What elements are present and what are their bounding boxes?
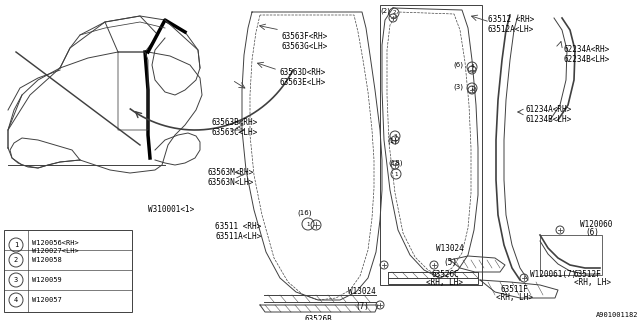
Text: 63511 <RH>
63511A<LH>: 63511 <RH> 63511A<LH> xyxy=(215,222,261,241)
Text: 3: 3 xyxy=(393,133,397,139)
Text: 63563D<RH>
63563E<LH>: 63563D<RH> 63563E<LH> xyxy=(280,68,326,87)
Text: 3: 3 xyxy=(14,277,18,283)
Text: W120027<LH>: W120027<LH> xyxy=(32,248,79,254)
Text: 63526C: 63526C xyxy=(431,270,459,279)
Text: 63526B: 63526B xyxy=(304,315,332,320)
Text: 63563B<RH>
63563C<LH>: 63563B<RH> 63563C<LH> xyxy=(212,118,259,137)
Text: W120058: W120058 xyxy=(32,257,61,263)
Text: W13024: W13024 xyxy=(436,244,464,253)
Text: 63512 <RH>
63512A<LH>: 63512 <RH> 63512A<LH> xyxy=(488,15,534,34)
Text: (16): (16) xyxy=(298,210,312,217)
Text: <RH, LH>: <RH, LH> xyxy=(574,278,611,287)
Text: W120060: W120060 xyxy=(580,220,612,229)
Text: (6): (6) xyxy=(585,228,599,237)
Text: 61234A<RH>
61234B<LH>: 61234A<RH> 61234B<LH> xyxy=(526,105,572,124)
Text: 1: 1 xyxy=(307,221,310,227)
Text: 2: 2 xyxy=(392,11,396,15)
Text: (6): (6) xyxy=(453,62,463,68)
Text: W13024: W13024 xyxy=(348,287,376,296)
Text: W120057: W120057 xyxy=(32,297,61,303)
Bar xyxy=(380,5,482,285)
Text: W120056<RH>: W120056<RH> xyxy=(32,240,79,246)
Text: (1): (1) xyxy=(387,137,397,143)
Text: 63511F: 63511F xyxy=(500,285,528,294)
Text: <RH, LH>: <RH, LH> xyxy=(495,293,532,302)
Text: W310001<1>: W310001<1> xyxy=(148,205,195,214)
Text: (7): (7) xyxy=(355,302,369,311)
Bar xyxy=(540,235,602,275)
Text: 62234A<RH>
62234B<LH>: 62234A<RH> 62234B<LH> xyxy=(563,45,609,64)
Text: (2): (2) xyxy=(380,8,390,14)
Bar xyxy=(4,230,132,312)
Text: 63512F: 63512F xyxy=(574,270,602,279)
Text: (3): (3) xyxy=(453,83,463,90)
Text: 1: 1 xyxy=(470,85,474,91)
Text: (5): (5) xyxy=(443,258,457,267)
Text: 63563M<RH>
63563N<LH>: 63563M<RH> 63563N<LH> xyxy=(208,168,254,188)
Bar xyxy=(388,272,478,284)
Text: 63563F<RH>
63563G<LH>: 63563F<RH> 63563G<LH> xyxy=(282,32,328,52)
Text: <RH, LH>: <RH, LH> xyxy=(426,278,463,287)
Text: 4: 4 xyxy=(470,65,474,69)
Text: W120059: W120059 xyxy=(32,277,61,283)
Text: 2: 2 xyxy=(14,257,18,263)
Text: 1: 1 xyxy=(14,242,18,248)
Text: (18): (18) xyxy=(388,160,403,166)
Text: A901001182: A901001182 xyxy=(595,312,638,318)
Text: 4: 4 xyxy=(14,297,18,303)
Text: W120061(7): W120061(7) xyxy=(530,270,576,279)
Text: 1: 1 xyxy=(394,172,397,177)
